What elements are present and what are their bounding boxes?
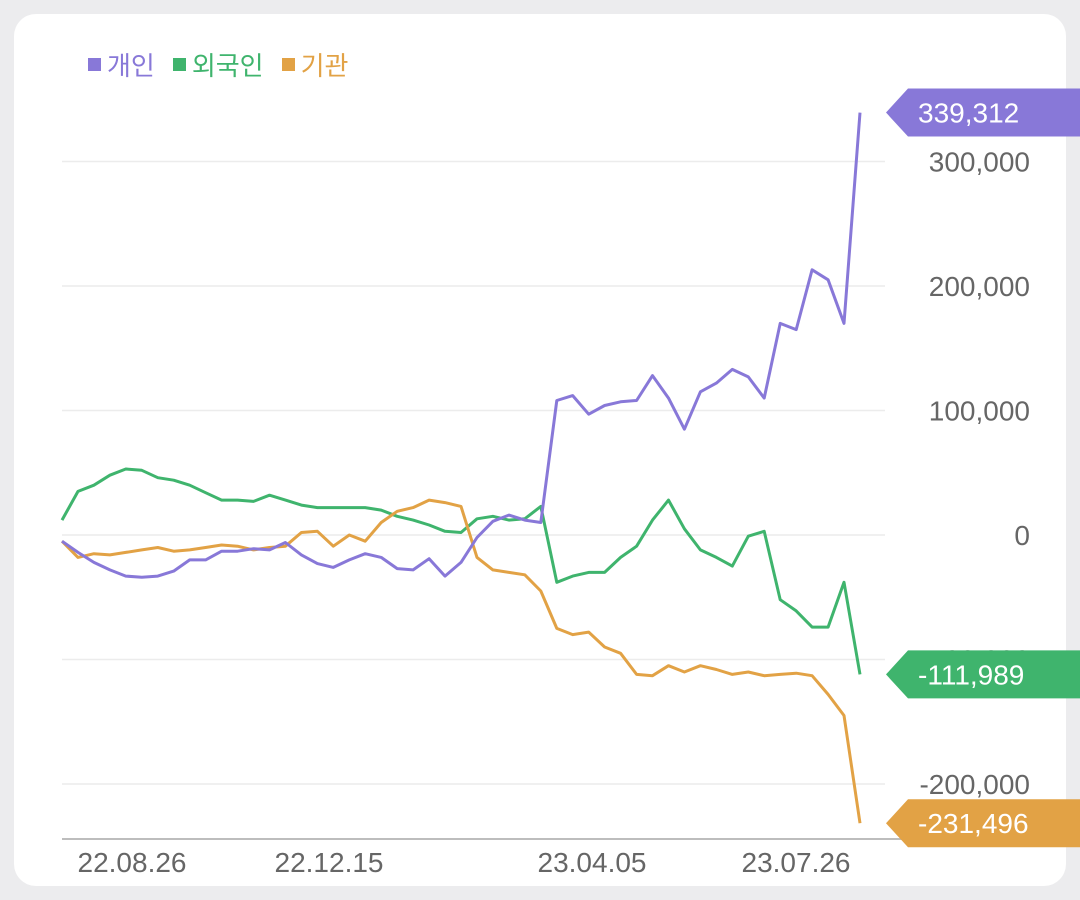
series-line-0 (61, 112, 862, 579)
legend-label-institution: 기관 (300, 52, 349, 82)
legend: 개인 외국인 기관 (88, 46, 348, 83)
legend-item-individual[interactable]: 개인 (88, 46, 155, 83)
last-value-label: -111,989 (918, 659, 1024, 690)
last-value-badges: 339,312 -111,989 -231,496 (886, 88, 1080, 848)
y-tick-label: 100,000 (929, 396, 1030, 427)
last-value-badge (886, 650, 1080, 699)
x-axis: 22.08.26 22.12.15 23.04.05 23.07.26 (62, 838, 1066, 878)
y-tick-label: 200,000 (929, 271, 1030, 302)
legend-swatch-foreign (172, 58, 186, 71)
legend-swatch-institution (281, 58, 295, 71)
series-line-1 (60, 467, 862, 675)
x-tick-label: 23.04.05 (538, 847, 647, 878)
chart-card (14, 14, 1066, 886)
legend-item-institution[interactable]: 기관 (281, 46, 349, 83)
legend-item-foreign[interactable]: 외국인 (172, 46, 264, 83)
series-lines (60, 112, 862, 824)
y-tick-label: -200,000 (919, 769, 1030, 800)
x-tick-label: 23.07.26 (742, 847, 851, 878)
last-value-badge (886, 88, 1080, 137)
x-tick-label: 22.12.15 (275, 847, 384, 878)
y-tick-label: 300,000 (929, 147, 1030, 178)
series-line-2 (60, 498, 862, 824)
last-value-label: -231,496 (918, 808, 1029, 839)
grid-lines (62, 160, 885, 785)
legend-swatch-individual (88, 58, 101, 71)
x-tick-label: 22.08.26 (78, 847, 187, 878)
last-value-label: 339,312 (918, 98, 1019, 129)
legend-label-individual: 개인 (107, 52, 155, 82)
y-tick-label: 0 (1014, 520, 1030, 551)
legend-label-foreign: 외국인 (191, 52, 264, 82)
last-value-badge (886, 799, 1080, 848)
